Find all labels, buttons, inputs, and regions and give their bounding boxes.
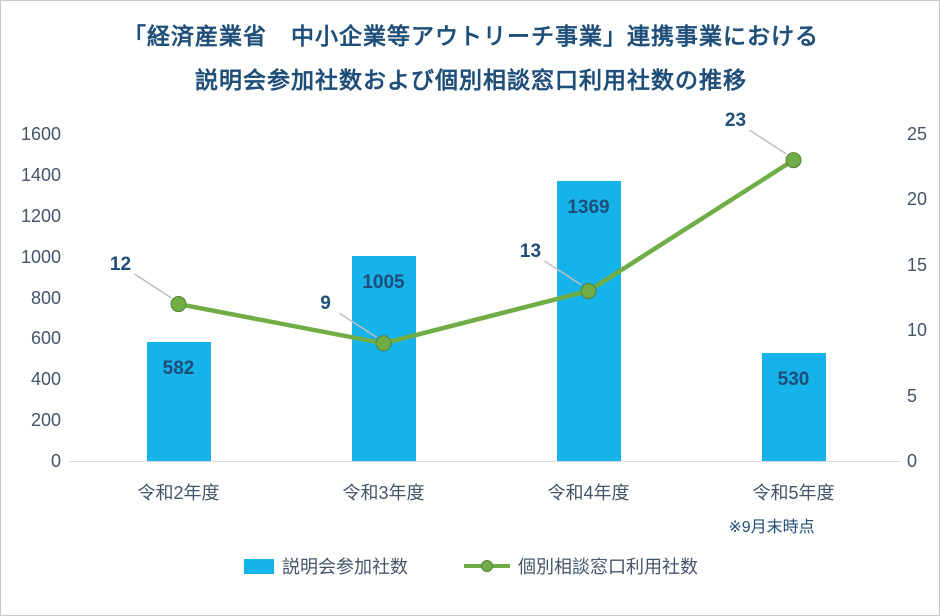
y-axis-left-tick-label: 0	[50, 451, 61, 471]
line-point-value-label: 9	[320, 293, 331, 315]
x-axis-category-label: 令和2年度	[137, 483, 220, 503]
y-axis-left-tick-label: 200	[30, 410, 61, 431]
data-label-leader-line	[134, 273, 172, 299]
bar-令和2年度	[146, 342, 211, 461]
bar-series-swatch	[244, 558, 274, 574]
line-point-value-label: 23	[724, 110, 747, 132]
x-axis-category-label: 令和3年度	[342, 483, 425, 503]
legend-label-line-series: 個別相談窓口利用社数	[518, 557, 698, 577]
legend: 説明会参加社数 個別相談窓口利用社数	[1, 553, 939, 579]
legend-label-bar-series: 説明会参加社数	[282, 557, 408, 577]
x-axis-line	[69, 461, 901, 462]
bar-value-label: 530	[777, 368, 810, 390]
x-axis-category-label: 令和5年度	[752, 483, 835, 503]
legend-item-bar-series: 説明会参加社数	[244, 553, 408, 579]
line-point-marker	[170, 296, 187, 313]
y-axis-left-tick-label: 1000	[20, 246, 61, 267]
line-point-value-label: 12	[109, 254, 132, 276]
line-point-value-label: 13	[519, 240, 542, 262]
y-axis-right-tick-label: 15	[907, 254, 928, 275]
y-axis-right-tick-label: 0	[907, 451, 918, 471]
bar-令和4年度	[556, 181, 621, 461]
y-axis-left-tick-label: 1400	[20, 164, 61, 185]
line-series-swatch	[464, 560, 510, 572]
bar-value-label: 582	[162, 358, 195, 380]
y-axis-right-tick-label: 20	[907, 189, 928, 210]
chart-title-line1: 「経済産業省 中小企業等アウトリーチ事業」連携事業における	[123, 23, 819, 49]
y-axis-right-tick-label: 10	[907, 320, 928, 341]
chart-title-line2: 説明会参加社数および個別相談窓口利用社数の推移	[195, 67, 747, 93]
y-axis-left-tick-label: 400	[30, 369, 61, 390]
y-axis-left-tick-label: 800	[30, 287, 61, 308]
y-axis-left-tick-label: 1200	[20, 205, 61, 226]
x-axis-category-label: 令和4年度	[547, 483, 630, 503]
bar-令和5年度	[761, 352, 826, 461]
bar-value-label: 1005	[362, 271, 405, 293]
line-series-path	[178, 158, 795, 346]
legend-item-line-series: 個別相談窓口利用社数	[464, 553, 698, 579]
line-point-marker	[785, 152, 802, 169]
y-axis-right-tick-label: 5	[907, 385, 918, 406]
data-label-leader-line	[749, 129, 787, 155]
y-axis-left-tick-label: 1600	[20, 124, 61, 144]
y-axis-left-tick-label: 600	[30, 328, 61, 349]
footnote-label: ※9月末時点	[728, 519, 815, 536]
bar-value-label: 1369	[567, 197, 610, 219]
y-axis-right-tick-label: 25	[907, 124, 928, 144]
